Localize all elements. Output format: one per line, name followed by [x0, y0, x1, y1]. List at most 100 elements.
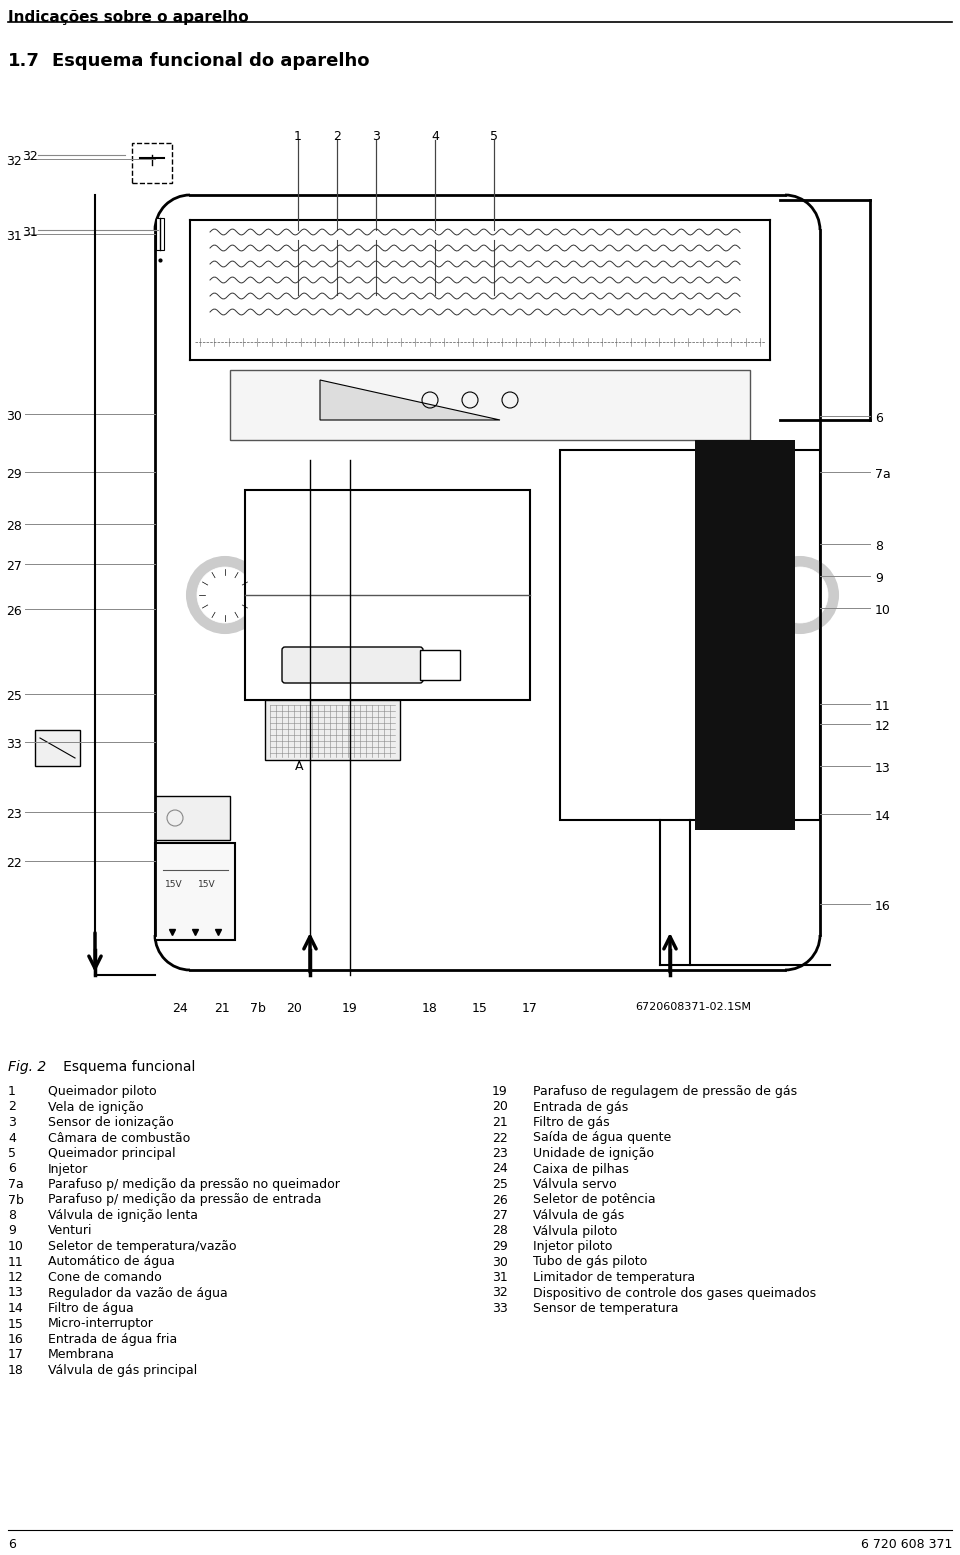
Text: 24: 24 [172, 1001, 188, 1015]
Text: 22: 22 [7, 857, 22, 869]
Bar [35, 729, 80, 767]
Text: 2: 2 [8, 1101, 16, 1113]
Text: 7b: 7b [8, 1194, 24, 1207]
Text: 7b: 7b [250, 1001, 266, 1015]
Text: 25: 25 [6, 690, 22, 703]
Text: Sensor de temperatura: Sensor de temperatura [533, 1302, 679, 1316]
Text: 4: 4 [8, 1132, 16, 1144]
Text: Queimador piloto: Queimador piloto [48, 1085, 156, 1098]
Circle shape [762, 557, 838, 633]
Bar [420, 650, 460, 680]
Text: 12: 12 [8, 1270, 24, 1284]
Text: 10: 10 [875, 603, 891, 617]
Text: Unidade de ignição: Unidade de ignição [533, 1148, 654, 1160]
Text: 26: 26 [7, 605, 22, 617]
Circle shape [187, 557, 263, 633]
Text: Válvula piloto: Válvula piloto [533, 1224, 617, 1238]
Text: Entrada de gás: Entrada de gás [533, 1101, 628, 1113]
Text: 30: 30 [6, 411, 22, 423]
Text: 7a: 7a [875, 468, 891, 480]
Text: 27: 27 [6, 560, 22, 572]
Text: 10: 10 [8, 1239, 24, 1253]
Text: 1: 1 [8, 1085, 16, 1098]
Text: 30: 30 [492, 1255, 508, 1269]
Text: Válvula de gás: Válvula de gás [533, 1208, 624, 1222]
Text: 11: 11 [875, 700, 891, 714]
Bar [710, 449, 790, 819]
Text: 23: 23 [7, 809, 22, 821]
Bar [245, 490, 530, 700]
Text: Dispositivo de controle dos gases queimados: Dispositivo de controle dos gases queima… [533, 1286, 816, 1300]
Text: 13: 13 [8, 1286, 24, 1300]
Text: 13: 13 [875, 762, 891, 774]
Text: Parafuso p/ medição da pressão no queimador: Parafuso p/ medição da pressão no queima… [48, 1179, 340, 1191]
Text: Regulador da vazão de água: Regulador da vazão de água [48, 1286, 228, 1300]
Text: 25: 25 [492, 1179, 508, 1191]
Circle shape [772, 568, 828, 624]
Text: Membrana: Membrana [48, 1348, 115, 1362]
Text: 3: 3 [8, 1116, 16, 1129]
Text: 23: 23 [492, 1148, 508, 1160]
Bar [155, 843, 235, 941]
Text: 21: 21 [214, 1001, 229, 1015]
Text: 3: 3 [372, 131, 380, 143]
Circle shape [197, 568, 253, 624]
Text: Injetor piloto: Injetor piloto [533, 1239, 612, 1253]
Text: 20: 20 [286, 1001, 302, 1015]
Text: 9: 9 [875, 572, 883, 585]
Text: Válvula de ignição lenta: Válvula de ignição lenta [48, 1208, 198, 1222]
Text: 1: 1 [294, 131, 302, 143]
Text: 6: 6 [875, 412, 883, 425]
Text: 15V: 15V [198, 880, 216, 889]
Text: Entrada de água fria: Entrada de água fria [48, 1333, 178, 1347]
Text: Válvula de gás principal: Válvula de gás principal [48, 1364, 197, 1378]
Text: Câmara de combustão: Câmara de combustão [48, 1132, 190, 1144]
Text: 19: 19 [342, 1001, 358, 1015]
Text: Esquema funcional do aparelho: Esquema funcional do aparelho [52, 51, 370, 70]
Text: 22: 22 [492, 1132, 508, 1144]
Bar [265, 700, 400, 760]
Text: 5: 5 [8, 1148, 16, 1160]
Text: 31: 31 [22, 225, 37, 239]
Text: 32: 32 [7, 156, 22, 168]
Text: 15: 15 [472, 1001, 488, 1015]
Text: Seletor de temperatura/vazão: Seletor de temperatura/vazão [48, 1239, 236, 1253]
Text: 32: 32 [22, 149, 37, 163]
Text: Venturi: Venturi [48, 1224, 92, 1238]
Text: Parafuso p/ medição da pressão de entrada: Parafuso p/ medição da pressão de entrad… [48, 1194, 322, 1207]
Text: 15: 15 [8, 1317, 24, 1331]
Text: Saída de água quente: Saída de água quente [533, 1132, 671, 1144]
Text: 16: 16 [875, 900, 891, 913]
Text: 31: 31 [492, 1270, 508, 1284]
Text: 32: 32 [492, 1286, 508, 1300]
Text: Parafuso de regulagem de pressão de gás: Parafuso de regulagem de pressão de gás [533, 1085, 797, 1098]
Bar [156, 218, 164, 250]
Text: 1.7: 1.7 [8, 51, 40, 70]
Text: Caixa de pilhas: Caixa de pilhas [533, 1163, 629, 1176]
Text: 2: 2 [333, 131, 341, 143]
Polygon shape [320, 379, 500, 420]
Text: 11: 11 [8, 1255, 24, 1269]
Text: 19: 19 [492, 1085, 508, 1098]
Text: 33: 33 [7, 739, 22, 751]
Text: 31: 31 [7, 230, 22, 243]
Text: 14: 14 [875, 810, 891, 823]
FancyBboxPatch shape [282, 647, 423, 683]
Text: 15V: 15V [165, 880, 182, 889]
Text: Filtro de água: Filtro de água [48, 1302, 133, 1316]
Text: Queimador principal: Queimador principal [48, 1148, 176, 1160]
Text: 6720608371-02.1SM: 6720608371-02.1SM [635, 1001, 751, 1012]
Text: 28: 28 [6, 519, 22, 533]
Text: 18: 18 [8, 1364, 24, 1378]
Text: 5: 5 [490, 131, 498, 143]
Text: Injetor: Injetor [48, 1163, 88, 1176]
Text: 7a: 7a [8, 1179, 24, 1191]
Text: 8: 8 [8, 1208, 16, 1222]
Text: 17: 17 [8, 1348, 24, 1362]
Text: A: A [295, 760, 303, 773]
Text: 9: 9 [8, 1224, 16, 1238]
Text: Indicações sobre o aparelho: Indicações sobre o aparelho [8, 9, 249, 25]
Text: 33: 33 [492, 1302, 508, 1316]
Bar [155, 796, 230, 840]
Text: 14: 14 [8, 1302, 24, 1316]
